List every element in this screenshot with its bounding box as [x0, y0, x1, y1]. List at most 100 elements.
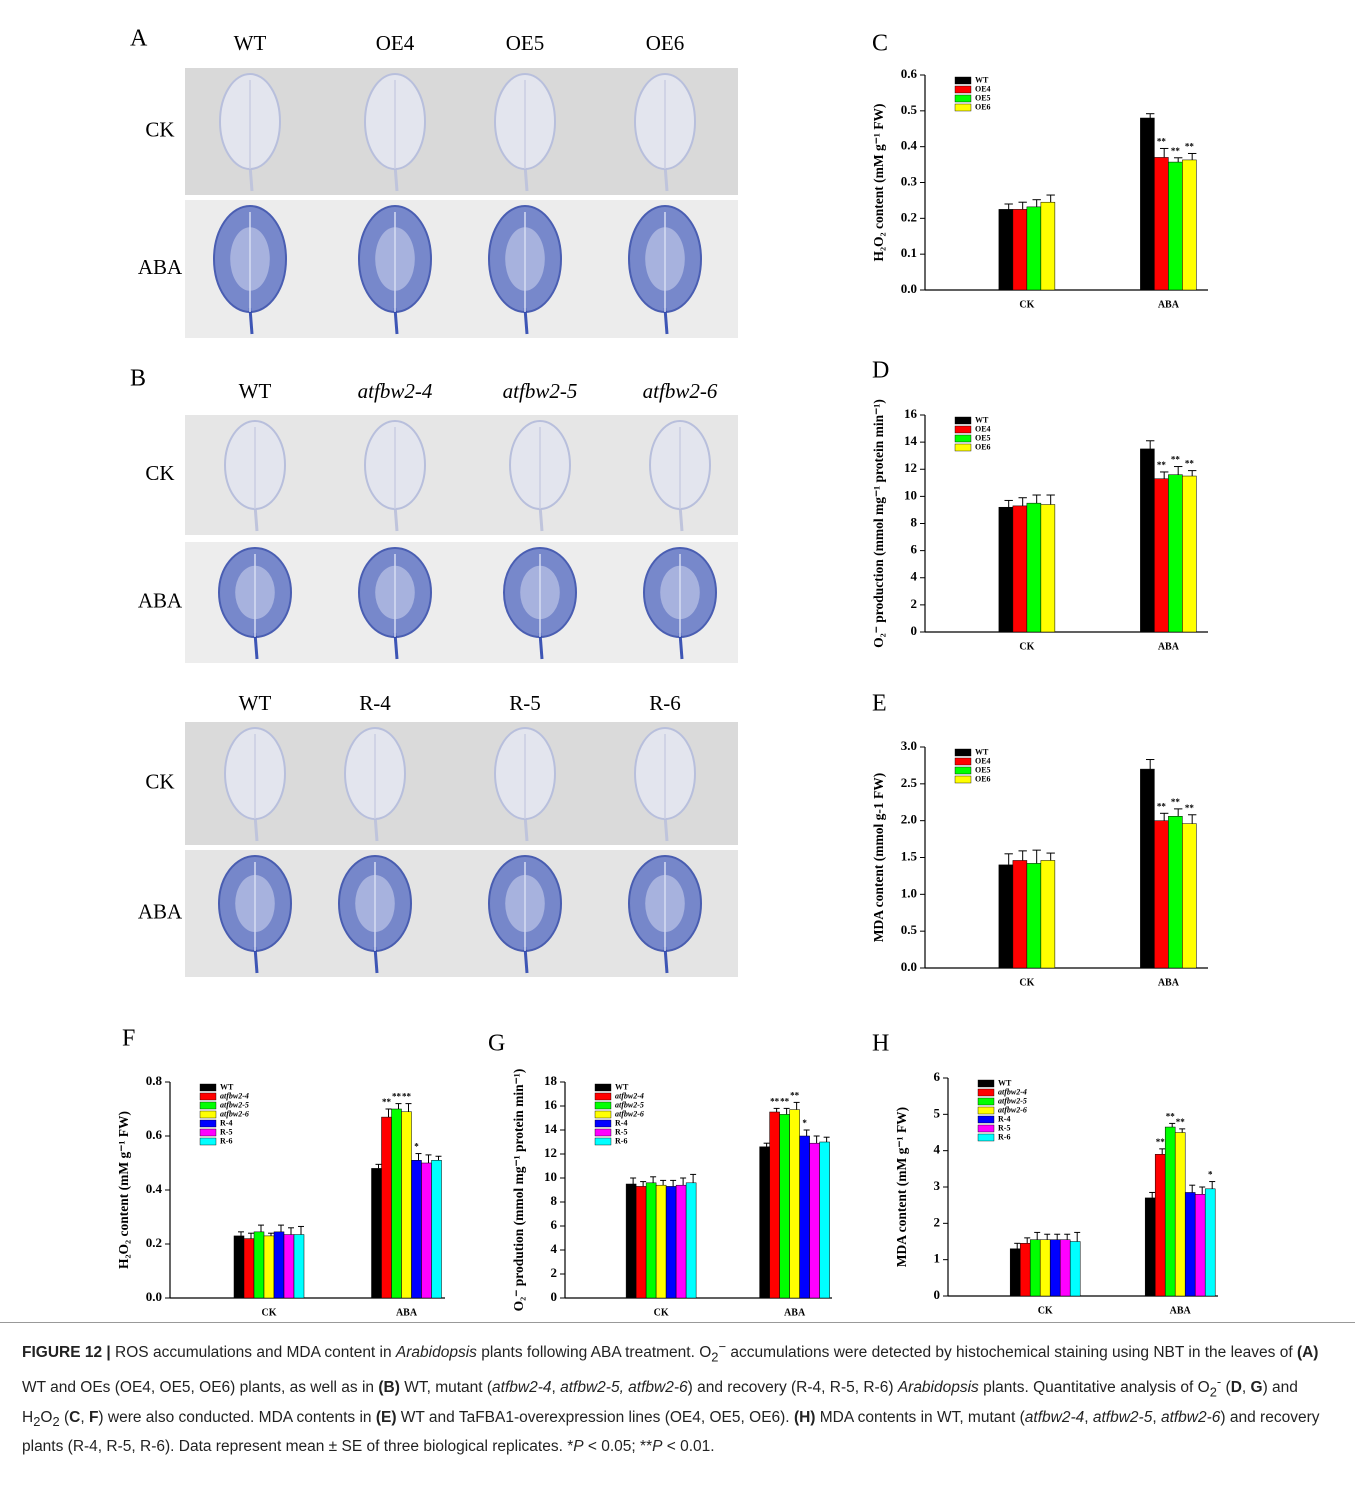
legend-swatch: [955, 95, 971, 102]
y-tick-label: 2: [911, 596, 918, 611]
bar: [1154, 479, 1168, 632]
significance-label: **: [770, 1096, 780, 1106]
row-label: ABA: [138, 899, 183, 923]
y-tick-label: 0.0: [146, 1289, 162, 1304]
bar: [284, 1235, 294, 1298]
error-bar: [1146, 114, 1154, 118]
row-label: ABA: [138, 588, 183, 612]
legend-swatch: [955, 776, 971, 783]
caption-text: plants. Quantitative analysis of O: [979, 1379, 1210, 1396]
legend-swatch: [200, 1093, 216, 1100]
column-label: OE4: [376, 31, 415, 55]
caption-text: P: [573, 1438, 583, 1455]
error-bar: [1014, 1243, 1020, 1248]
caption-text: Arabidopsis: [898, 1379, 979, 1396]
caption-text: P: [652, 1438, 662, 1455]
legend-label: R-6: [998, 1132, 1010, 1141]
significance-label: **: [402, 1092, 412, 1102]
bar: [1140, 118, 1154, 290]
significance-label: *: [1208, 1170, 1213, 1180]
caption-text: C: [69, 1409, 80, 1426]
y-tick-label: 0: [911, 623, 918, 638]
error-bar: [1199, 1187, 1205, 1194]
caption-text: < 0.01.: [662, 1438, 714, 1455]
legend-swatch: [955, 86, 971, 93]
legend-label: atfbw2-6: [998, 1105, 1027, 1114]
bar: [274, 1232, 284, 1298]
column-label: atfbw2-4: [358, 379, 433, 403]
caption-text: 2: [1210, 1385, 1217, 1400]
legend-swatch: [595, 1102, 611, 1109]
caption-text: plants following ABA treatment. O: [477, 1344, 711, 1361]
caption-text: atfbw2-5: [1093, 1409, 1152, 1426]
error-bar: [824, 1137, 830, 1142]
legend-label: OE6: [975, 442, 991, 451]
legend-swatch: [595, 1120, 611, 1127]
error-bar: [436, 1156, 442, 1160]
bar: [770, 1112, 780, 1298]
legend-label: R-5: [998, 1123, 1010, 1132]
y-tick-label: 3: [934, 1178, 941, 1193]
bar: [412, 1160, 422, 1298]
legend-swatch: [200, 1111, 216, 1118]
bar: [1013, 506, 1027, 632]
error-bar: [386, 1109, 392, 1117]
legend-swatch: [955, 104, 971, 111]
column-label: atfbw2-6: [643, 379, 718, 403]
error-bar: [1034, 1232, 1040, 1239]
y-axis-label: H₂O₂ content (mM g⁻¹ FW): [116, 1111, 131, 1269]
legend-label: OE4: [975, 84, 991, 93]
bar: [1175, 1133, 1185, 1297]
bar: [1030, 1240, 1040, 1296]
y-tick-label: 14: [544, 1121, 558, 1136]
x-tick-label: ABA: [1158, 641, 1180, 652]
y-tick-label: 4: [551, 1241, 558, 1256]
x-tick-label: ABA: [784, 1307, 806, 1318]
error-bar: [1032, 850, 1040, 863]
legend-label: R-5: [220, 1127, 232, 1136]
bar: [636, 1186, 646, 1298]
x-tick-label: ABA: [1158, 299, 1180, 310]
error-bar: [640, 1182, 646, 1187]
legend-label: R-4: [220, 1118, 232, 1127]
bar: [656, 1185, 666, 1298]
y-tick-label: 6: [934, 1069, 941, 1084]
bar: [1140, 449, 1154, 632]
bar: [1027, 863, 1041, 968]
legend-label: R-4: [615, 1118, 627, 1127]
y-tick-label: 16: [904, 406, 918, 421]
legend-swatch: [955, 435, 971, 442]
bar: [1182, 160, 1196, 290]
legend-swatch: [978, 1107, 994, 1114]
caption-text: ,: [1152, 1409, 1161, 1426]
bar: [1013, 209, 1027, 290]
error-bar: [1160, 148, 1168, 157]
caption-text: Arabidopsis: [396, 1344, 477, 1361]
significance-label: **: [1171, 797, 1181, 807]
caption-text: accumulations were detected by histochem…: [726, 1344, 1297, 1361]
legend-label: R-5: [615, 1127, 627, 1136]
bar: [1182, 476, 1196, 632]
legend-swatch: [595, 1138, 611, 1145]
significance-label: **: [392, 1092, 402, 1102]
column-label: R-5: [509, 691, 541, 715]
error-bar: [238, 1232, 244, 1236]
caption-text: (B): [378, 1379, 400, 1396]
legend-label: atfbw2-4: [615, 1091, 644, 1100]
legend-label: OE4: [975, 756, 991, 765]
bar: [1041, 202, 1055, 290]
legend-label: WT: [975, 747, 989, 756]
bar: [790, 1110, 800, 1298]
error-bar: [1188, 153, 1196, 159]
caption-text: MDA contents in WT, mutant (: [815, 1409, 1024, 1426]
error-bar: [804, 1130, 810, 1136]
legend-label: atfbw2-5: [615, 1100, 644, 1109]
bar: [1168, 162, 1182, 290]
bar: [646, 1183, 656, 1298]
caption-text: F: [89, 1409, 98, 1426]
bar: [1020, 1243, 1030, 1296]
error-bar: [630, 1178, 636, 1184]
caption-text: WT and TaFBA1-overexpression lines (OE4,…: [397, 1409, 794, 1426]
y-tick-label: 0: [934, 1287, 941, 1302]
y-tick-label: 8: [911, 514, 918, 529]
